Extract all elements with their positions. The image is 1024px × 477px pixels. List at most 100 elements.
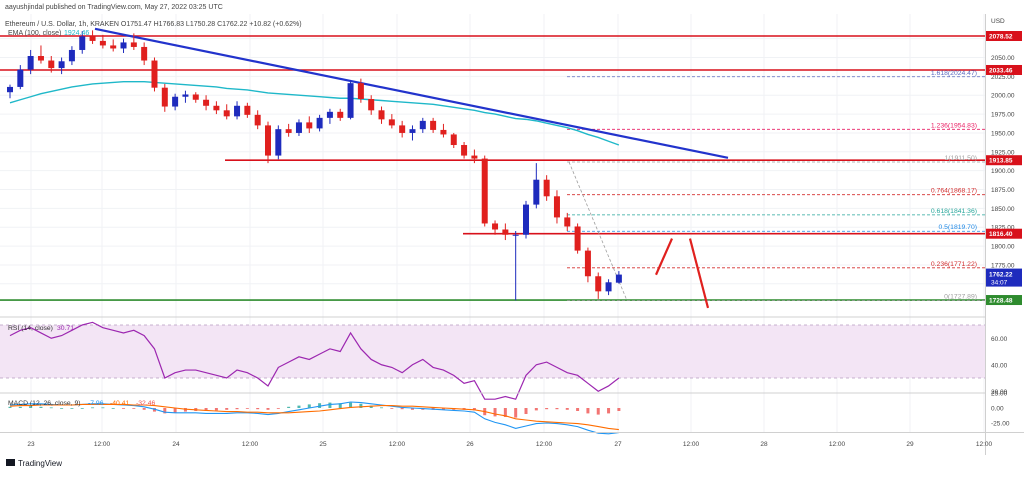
- macd-histogram-bar: [524, 408, 528, 414]
- macd-histogram-bar: [359, 403, 363, 408]
- ema-value: 1924.46: [64, 30, 89, 37]
- candle-up: [316, 117, 323, 129]
- candle-down: [595, 276, 602, 292]
- candle-up: [68, 49, 75, 62]
- candle-down: [399, 125, 406, 133]
- candle-up: [120, 42, 127, 49]
- candles: [7, 30, 622, 301]
- macd-histogram-bar: [441, 408, 445, 410]
- macd-histogram-bar: [204, 408, 208, 411]
- macd-histogram-bar: [101, 407, 105, 409]
- time-tick-label: 12:00: [683, 441, 700, 448]
- candle-down: [244, 105, 251, 115]
- candle-down: [553, 196, 560, 218]
- level-price-badge-text: 1913.85: [989, 158, 1013, 165]
- candle-down: [151, 60, 158, 88]
- price-tick-label: 1800.00: [991, 244, 1015, 251]
- price-tick-label: 1925.00: [991, 149, 1015, 156]
- level-price-badge-text: 2033.46: [989, 67, 1013, 74]
- macd-histogram-bar: [586, 408, 590, 414]
- macd-histogram-bar: [400, 408, 404, 410]
- macd-histogram-bar: [80, 408, 84, 409]
- candle-down: [89, 36, 96, 41]
- macd-histogram-bar: [256, 408, 260, 410]
- candle-down: [130, 42, 137, 47]
- macd-histogram-bar: [132, 408, 136, 409]
- signal-line: [9, 403, 619, 431]
- level-price-badge-text: 2078.52: [989, 34, 1013, 41]
- macd-histogram-bar: [8, 406, 12, 408]
- currency-label: USD: [991, 18, 1005, 25]
- price-tick-label: 1775.00: [991, 262, 1015, 269]
- time-tick-label: 27: [614, 441, 622, 448]
- macd-histogram-bar: [534, 408, 538, 411]
- last-price-countdown: 34:07: [991, 280, 1008, 287]
- level-price-badge-text: 1728.48: [989, 298, 1013, 305]
- fib-level-label: 0.5(1819.70): [938, 224, 977, 231]
- fib-level-label: 1.236(1954.83): [931, 122, 977, 129]
- macd-histogram-bar: [318, 403, 322, 408]
- price-tick-label: 2025.00: [991, 74, 1015, 81]
- macd-histogram-bar: [225, 408, 229, 410]
- projection-down-stroke: [688, 238, 710, 309]
- macd-histogram-bar: [503, 408, 507, 417]
- rsi-band: [0, 325, 985, 378]
- candle-down: [502, 229, 509, 235]
- candle-down: [492, 223, 499, 230]
- price-badges: 2078.52 2033.46 1913.85 1816.40 1728.48 1762.…: [986, 31, 1022, 306]
- macd-histogram-bar: [493, 408, 497, 417]
- time-tick-label: 25: [319, 441, 327, 448]
- candle-up: [17, 69, 24, 87]
- candle-down: [141, 46, 148, 61]
- macd-label: MACD (12, 26, close, 9): [8, 400, 81, 407]
- macd-histogram-bar: [163, 408, 167, 414]
- macd-histogram-bar: [514, 408, 518, 418]
- fib-level-label: 0.236(1771.22): [931, 261, 977, 268]
- macd-histogram-bar: [410, 408, 414, 410]
- candle-up: [172, 96, 179, 107]
- candle-up: [512, 234, 519, 236]
- fib-level-label: 1.618(2024.47): [931, 70, 977, 77]
- candle-down: [388, 119, 395, 126]
- level-price-badge: [986, 295, 1022, 306]
- fib-retracement: 1.618(2024.47) 1.236(1954.83) 1(1911.50) 0.…: [567, 70, 985, 301]
- macd-histogram-bar: [328, 402, 332, 408]
- rsi-label: RSI (14, close): [8, 325, 53, 332]
- rsi-tick-label: 20.00: [991, 389, 1008, 396]
- price-tick-label: 1825.00: [991, 225, 1015, 232]
- candle-up: [275, 129, 282, 156]
- time-tick-label: 12:00: [829, 441, 846, 448]
- time-tick-label: 12:00: [94, 441, 111, 448]
- candle-down: [543, 179, 550, 197]
- candle-up: [615, 274, 622, 283]
- candle-up: [295, 122, 302, 133]
- candle-down: [161, 87, 168, 107]
- macd-histogram-bar: [276, 408, 280, 409]
- candle-down: [37, 56, 44, 61]
- candle-down: [223, 110, 230, 117]
- candle-up: [409, 129, 416, 133]
- ema-line: [9, 80, 620, 146]
- macd-value: -7.96: [88, 400, 104, 407]
- time-tick-label: 12:00: [536, 441, 553, 448]
- macd-histogram-bar: [111, 408, 115, 409]
- histogram-value: -32.46: [136, 400, 155, 407]
- fib-level-label: 0(1727.89): [944, 293, 977, 300]
- macd-histogram-bar: [472, 408, 476, 411]
- macd-histogram-bar: [173, 408, 177, 413]
- candle-up: [605, 282, 612, 292]
- candle-down: [440, 129, 447, 135]
- rsi-tick-label: 40.00: [991, 362, 1008, 369]
- macd-histogram-bar: [39, 406, 43, 408]
- macd-tick-label: 25.00: [991, 391, 1008, 398]
- macd-histogram-bar: [565, 408, 569, 410]
- candle-down: [481, 158, 488, 224]
- price-tick-label: 1900.00: [991, 168, 1015, 175]
- time-tick-label: 29: [906, 441, 914, 448]
- level-price-badge-text: 1816.40: [989, 231, 1013, 238]
- macd-histogram-bar: [555, 408, 559, 410]
- candle-up: [326, 111, 333, 118]
- candle-down: [110, 45, 117, 49]
- candle-down: [357, 83, 364, 99]
